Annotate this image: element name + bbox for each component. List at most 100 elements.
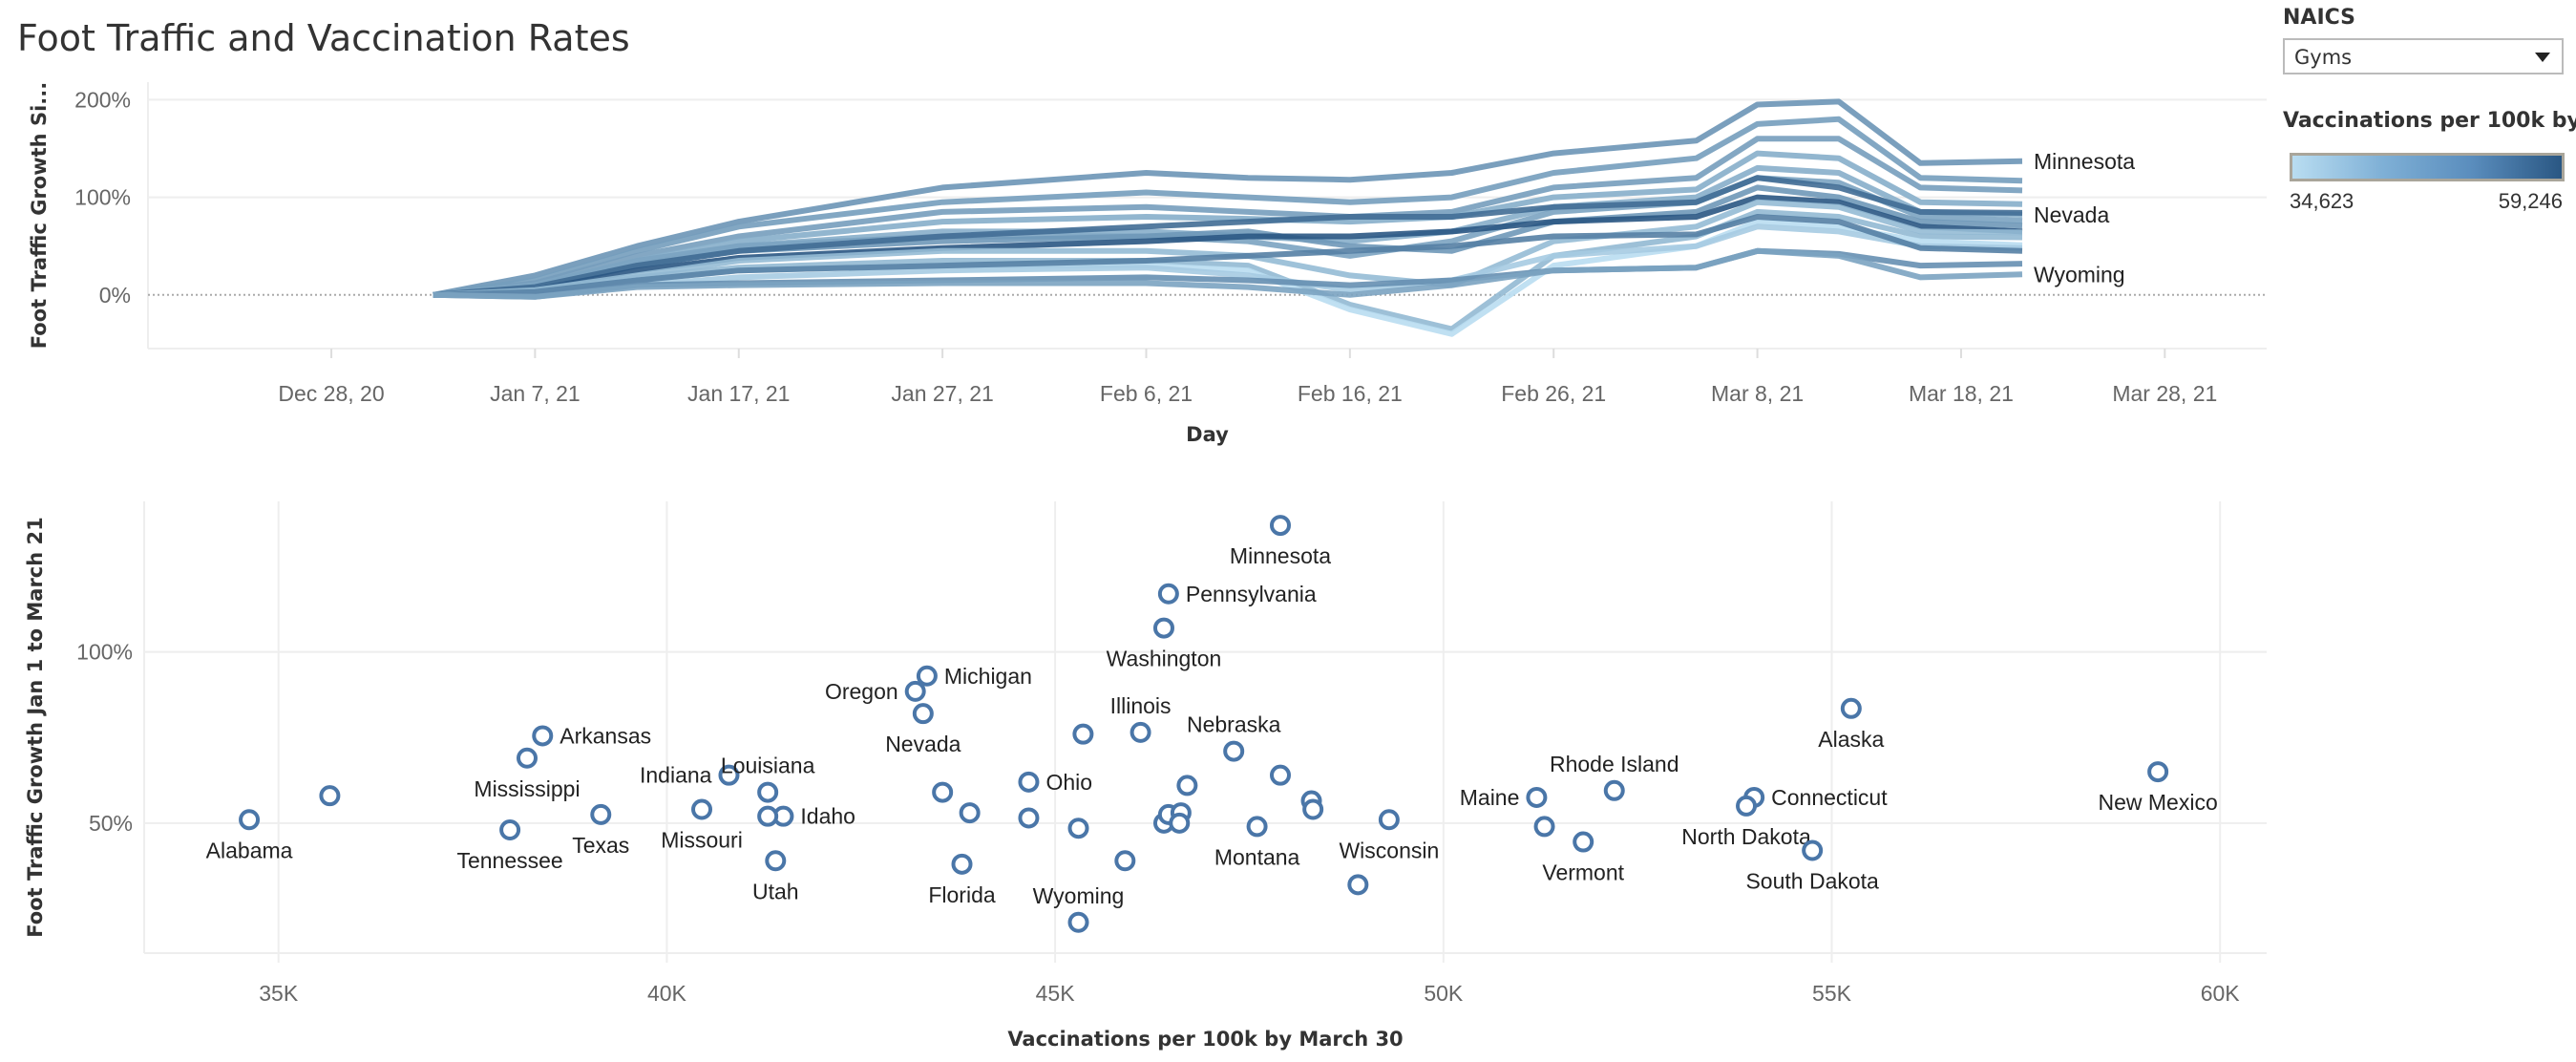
line-chart-x-tick-label: Mar 8, 21: [1711, 381, 1804, 406]
scatter-point: [765, 850, 787, 872]
scatter-point-label: North Dakota: [1681, 824, 1811, 849]
chevron-down-icon[interactable]: [2535, 53, 2550, 62]
color-legend-title: Vaccinations per 100k by...: [2283, 109, 2576, 133]
scatter-point-label: Utah: [752, 879, 799, 903]
scatter-x-tick-label: 45K: [1036, 981, 1076, 1006]
scatter-point-label: Montana: [1214, 844, 1300, 869]
scatter-point: [718, 764, 740, 786]
line-chart-y-tick-label: 0%: [99, 283, 131, 308]
scatter-point: [532, 725, 554, 747]
scatter-y-tick-label: 50%: [89, 811, 133, 836]
scatter-point-label: Wisconsin: [1339, 838, 1439, 862]
line-series: [433, 116, 2023, 298]
line-series: [433, 199, 2023, 298]
line-series-label: Nevada: [2034, 202, 2109, 227]
naics-dropdown[interactable]: Gyms: [2283, 38, 2564, 74]
line-series: [433, 175, 2023, 298]
scatter-point-label: New Mexico: [2098, 790, 2217, 815]
line-series: [433, 208, 2023, 332]
line-chart-y-axis-title: Foot Traffic Growth Si...: [28, 82, 51, 349]
scatter-point-label: Mississippi: [474, 776, 580, 801]
line-chart-x-tick-label: Mar 28, 21: [2112, 381, 2217, 406]
scatter-point: [1114, 850, 1136, 872]
line-series-label: Minnesota: [2034, 149, 2135, 174]
line-chart-x-tick-label: Feb 26, 21: [1501, 381, 1606, 406]
line-chart-x-tick-label: Jan 17, 21: [687, 381, 790, 406]
scatter-point-label: Connecticut: [1771, 785, 1888, 810]
scatter-point-label: Tennessee: [456, 848, 562, 873]
scatter-point: [1347, 874, 1369, 896]
scatter-point: [1573, 831, 1594, 853]
scatter-point-label: Illinois: [1110, 693, 1172, 718]
page-title: Foot Traffic and Vaccination Rates: [17, 17, 630, 59]
scatter-point: [757, 781, 779, 803]
scatter-point-label: Nebraska: [1187, 712, 1281, 737]
scatter-x-tick-label: 50K: [1424, 981, 1464, 1006]
scatter-point: [1223, 740, 1245, 762]
line-chart-x-tick-label: Feb 16, 21: [1298, 381, 1403, 406]
scatter-y-axis-title: Foot Traffic Growth Jan 1 to March 21: [24, 517, 47, 937]
scatter-point-label: Alabama: [206, 838, 293, 862]
scatter-point: [691, 798, 713, 820]
scatter-point: [590, 803, 612, 825]
scatter-point-label: Nevada: [885, 732, 961, 756]
scatter-point-label: Louisiana: [721, 754, 815, 778]
scatter-point-label: Ohio: [1045, 770, 1092, 795]
line-series: [433, 214, 2023, 298]
scatter-point-label: Washington: [1107, 647, 1222, 671]
naics-selected-value: Gyms: [2294, 46, 2353, 69]
scatter-point-label: Pennsylvania: [1186, 582, 1317, 606]
scatter-point: [1269, 515, 1291, 537]
scatter-point: [499, 819, 521, 840]
scatter-point: [1067, 818, 1089, 839]
line-series: [433, 194, 2023, 298]
scatter-x-tick-label: 35K: [259, 981, 299, 1006]
scatter-point: [1130, 721, 1151, 743]
scatter-point-label: Missouri: [661, 828, 743, 853]
scatter-point: [1302, 798, 1324, 820]
scatter-point-label: South Dakota: [1745, 869, 1879, 894]
scatter-point-label: Texas: [572, 833, 629, 858]
line-chart-x-tick-label: Jan 27, 21: [891, 381, 993, 406]
scatter-point-label: Michigan: [944, 664, 1032, 689]
scatter-x-tick-label: 55K: [1812, 981, 1852, 1006]
color-legend-max: 59,246: [2498, 189, 2563, 213]
scatter-point: [959, 802, 981, 824]
scatter-point: [1152, 617, 1174, 639]
scatter-point-label: Idaho: [800, 804, 855, 829]
scatter-point-label: Arkansas: [560, 723, 651, 748]
line-chart-y-tick-label: 200%: [74, 87, 131, 112]
scatter-point: [912, 703, 934, 725]
scatter-y-tick-label: 100%: [76, 640, 133, 665]
color-legend-gradient: [2290, 153, 2565, 181]
scatter-point: [1018, 771, 1040, 793]
scatter-point-label: Minnesota: [1230, 543, 1331, 568]
scatter-point-label: Vermont: [1542, 860, 1624, 885]
scatter-point-label: Florida: [928, 882, 996, 907]
line-series-label: Wyoming: [2034, 262, 2125, 287]
line-series: [433, 175, 2023, 298]
scatter-point: [1072, 723, 1094, 745]
line-series-minnesota: [433, 98, 2023, 298]
scatter-point: [1269, 764, 1291, 786]
scatter-point-label: Oregon: [825, 679, 898, 704]
scatter-point: [1246, 816, 1268, 838]
scatter-point-label: Indiana: [640, 763, 712, 788]
scatter-point: [2147, 761, 2169, 783]
scatter-point-label: Maine: [1460, 785, 1520, 810]
scatter-point: [1840, 697, 1862, 719]
scatter-point: [932, 781, 954, 803]
line-chart-x-tick-label: Jan 7, 21: [490, 381, 581, 406]
scatter-point: [1603, 779, 1625, 801]
scatter-point: [1802, 839, 1824, 861]
scatter-point: [1169, 812, 1191, 834]
scatter-point: [517, 747, 538, 769]
scatter-point-label: Rhode Island: [1550, 752, 1679, 776]
scatter-x-axis-title: Vaccinations per 100k by March 30: [1007, 1028, 1403, 1051]
scatter-point: [904, 680, 926, 702]
color-legend-min: 34,623: [2290, 189, 2354, 213]
scatter-point: [1067, 911, 1089, 933]
line-chart-y-tick-label: 100%: [74, 185, 131, 210]
line-chart-x-axis-title: Day: [1186, 423, 1229, 446]
